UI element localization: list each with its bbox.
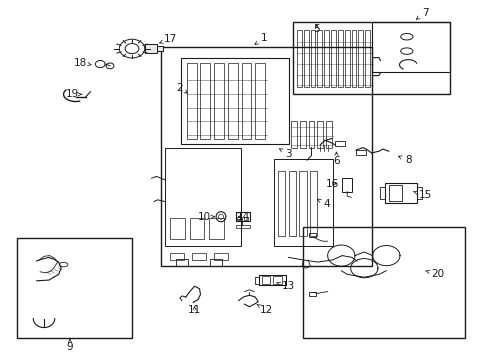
Text: 8: 8	[398, 155, 411, 165]
Bar	[192, 253, 205, 260]
Bar	[324, 30, 328, 87]
Bar	[235, 225, 250, 228]
Bar	[337, 30, 342, 87]
Bar	[209, 218, 224, 239]
Bar	[310, 30, 315, 87]
Bar	[261, 276, 270, 284]
Text: 16: 16	[325, 179, 339, 189]
Bar	[299, 171, 306, 236]
Bar	[355, 150, 365, 155]
Bar	[181, 58, 288, 144]
Bar	[296, 30, 301, 87]
Bar	[144, 44, 157, 53]
Bar	[308, 233, 316, 237]
Bar	[273, 159, 332, 246]
Text: 5: 5	[313, 24, 320, 34]
Bar	[255, 63, 264, 139]
Bar	[272, 276, 281, 284]
Text: 13: 13	[276, 281, 295, 291]
Bar	[277, 171, 285, 236]
Bar	[288, 171, 295, 236]
Bar	[243, 217, 248, 220]
Text: 9: 9	[66, 339, 73, 352]
Bar	[186, 63, 196, 139]
Text: 14: 14	[236, 212, 250, 222]
Bar	[165, 148, 241, 246]
Bar	[309, 171, 317, 236]
Bar	[293, 22, 449, 94]
Bar	[170, 253, 183, 260]
Bar	[303, 227, 464, 338]
Bar	[317, 30, 322, 87]
Text: 6: 6	[332, 152, 339, 166]
Text: 11: 11	[187, 305, 201, 315]
Text: 1: 1	[254, 33, 267, 45]
Bar	[308, 121, 314, 148]
Text: 10: 10	[198, 212, 214, 222]
Bar	[308, 292, 316, 296]
Bar	[351, 30, 356, 87]
Bar	[259, 275, 285, 285]
Bar	[299, 121, 305, 148]
Text: 15: 15	[412, 190, 431, 200]
Bar	[161, 47, 371, 266]
Bar	[303, 30, 308, 87]
Text: 12: 12	[257, 305, 273, 315]
Bar	[358, 30, 363, 87]
Bar	[325, 121, 331, 148]
Text: 3: 3	[279, 149, 291, 159]
Bar	[237, 217, 242, 220]
Bar	[342, 178, 351, 192]
Text: 18: 18	[74, 58, 91, 68]
Bar	[388, 185, 402, 201]
Bar	[371, 22, 449, 72]
Bar	[200, 63, 210, 139]
Bar	[385, 183, 416, 203]
Bar	[214, 253, 227, 260]
Bar	[157, 46, 163, 51]
Bar	[170, 218, 184, 239]
Bar	[17, 238, 132, 338]
Text: 19: 19	[65, 89, 81, 99]
Bar	[214, 63, 224, 139]
Text: 7: 7	[415, 8, 428, 19]
Bar	[344, 30, 349, 87]
Bar	[241, 63, 251, 139]
Text: 17: 17	[160, 34, 177, 44]
Bar	[227, 63, 237, 139]
Bar	[176, 259, 188, 266]
Text: 2: 2	[176, 83, 187, 93]
Bar	[189, 218, 204, 239]
Bar	[290, 121, 296, 148]
Text: 20: 20	[425, 269, 443, 279]
Bar	[365, 30, 369, 87]
Bar	[317, 121, 323, 148]
Bar	[330, 30, 335, 87]
Bar	[334, 141, 344, 146]
Text: 4: 4	[317, 199, 329, 210]
Bar	[210, 259, 222, 266]
Bar	[235, 212, 250, 221]
